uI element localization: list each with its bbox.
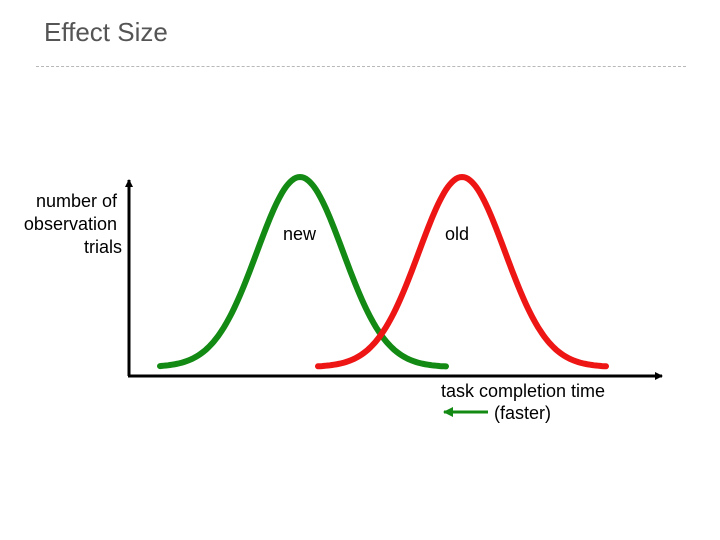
old-curve <box>315 173 609 370</box>
y-axis-label-line-2: observation <box>24 214 117 234</box>
old-curve-label: old <box>445 224 469 244</box>
direction-label: (faster) <box>494 403 551 423</box>
y-axis-label-line-1: number of <box>36 191 118 211</box>
slide-title: Effect Size <box>44 17 168 47</box>
new-curve-label: new <box>283 224 317 244</box>
new-curve <box>157 173 449 370</box>
x-axis-label: task completion time <box>441 381 605 401</box>
y-axis-label: number of observation trials <box>24 191 122 257</box>
y-axis-label-line-3: trials <box>84 237 122 257</box>
title-divider <box>36 66 686 67</box>
